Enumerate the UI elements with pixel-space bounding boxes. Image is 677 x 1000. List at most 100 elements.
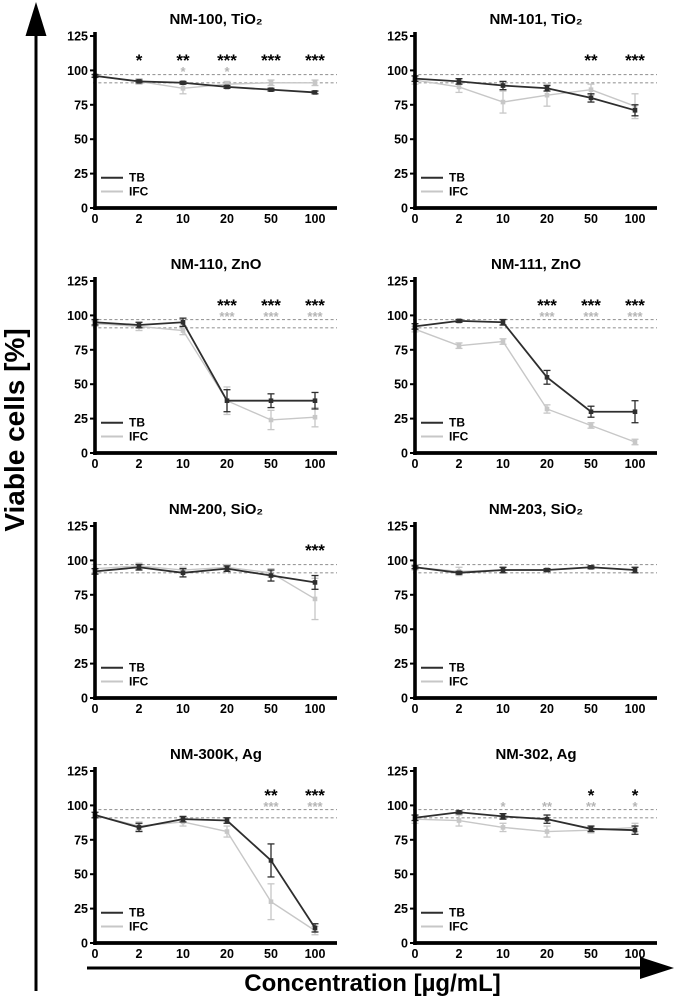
significance-stars-tb: ** (584, 51, 598, 70)
x-tick-label: 100 (305, 212, 326, 226)
data-point-marker (632, 409, 638, 415)
significance-stars-ifc: * (180, 64, 186, 79)
significance-stars-ifc: * (224, 64, 230, 79)
data-point-marker (632, 108, 638, 113)
x-tick-label: 20 (540, 947, 554, 961)
significance-stars-tb: * (588, 786, 595, 805)
x-tick-label: 100 (625, 947, 646, 961)
x-tick-label: 20 (220, 947, 234, 961)
y-tick-label: 50 (394, 133, 408, 147)
significance-stars-ifc: *** (627, 309, 643, 324)
chart-title: NM-200, SiO₂ (169, 501, 263, 518)
series-line-tb (94, 566, 316, 584)
data-point-marker (312, 925, 318, 931)
data-point-marker (268, 573, 274, 578)
significance-stars-ifc: *** (219, 309, 235, 324)
x-tick-label: 100 (305, 947, 326, 961)
y-tick-label: 75 (74, 343, 88, 357)
x-tick-label: 20 (540, 702, 554, 716)
x-tick-label: 0 (92, 212, 99, 226)
data-point-marker (632, 439, 638, 445)
x-tick-label: 0 (412, 947, 419, 961)
data-point-marker (268, 417, 274, 423)
significance-stars-tb: ** (176, 51, 190, 70)
x-tick-label: 10 (496, 947, 510, 961)
x-tick-label: 20 (540, 457, 554, 471)
x-tick-label: 10 (496, 457, 510, 471)
legend-label-ifc: IFC (449, 184, 469, 198)
legend-label-tb: TB (449, 171, 465, 185)
legend-label-tb: TB (129, 171, 145, 185)
series-line-tb (414, 320, 635, 413)
y-tick-label: 0 (401, 447, 408, 461)
x-tick-label: 0 (412, 212, 419, 226)
x-tick-label: 10 (496, 702, 510, 716)
data-point-marker (224, 818, 230, 823)
significance-stars-tb: *** (625, 51, 645, 70)
x-tick-label: 20 (220, 212, 234, 226)
data-point-marker (312, 90, 318, 95)
x-tick-label: 10 (176, 702, 190, 716)
legend-label-tb: TB (129, 416, 145, 430)
x-tick-label: 20 (220, 457, 234, 471)
data-point-marker (268, 87, 274, 92)
chart-panel-svg: 0 25 50 75 100 125 0 2 10 20 50 100 NM-200, SiO₂ *** T… (67, 501, 337, 716)
data-point-marker (268, 80, 274, 86)
significance-stars-tb: *** (305, 786, 325, 805)
data-point-marker (632, 827, 638, 833)
x-tick-label: 2 (456, 212, 463, 226)
data-point-marker (136, 322, 142, 328)
data-point-marker (588, 409, 594, 415)
x-tick-label: 0 (412, 702, 419, 716)
series-line-tb (94, 321, 315, 402)
y-tick-label: 50 (74, 623, 88, 637)
legend-label-tb: TB (129, 906, 145, 920)
x-tick-label: 20 (220, 702, 234, 716)
chart-cell: 0 25 50 75 100 125 0 2 10 20 50 100 NM-200, SiO₂ *** T… (47, 496, 343, 731)
significance-stars-tb: * (136, 51, 143, 70)
y-tick-label: 50 (74, 868, 88, 882)
data-point-marker (500, 825, 506, 830)
significance-stars-tb: ** (264, 786, 278, 805)
series-line-tb (414, 77, 636, 112)
x-tick-label: 10 (176, 457, 190, 471)
y-tick-label: 0 (401, 692, 408, 706)
x-tick-label: 0 (92, 457, 99, 471)
chart-title: NM-302, Ag (495, 746, 576, 763)
data-point-marker (224, 829, 230, 834)
significance-stars-ifc: * (500, 799, 506, 814)
data-point-marker (500, 339, 506, 344)
y-tick-label: 0 (81, 937, 88, 951)
data-point-marker (268, 899, 274, 905)
data-point-marker (180, 816, 186, 822)
chart-panel-svg: 0 25 50 75 100 125 0 2 10 20 50 100 NM-203, SiO₂ TBIF… (387, 501, 657, 716)
y-tick-label: 75 (394, 343, 408, 357)
legend-label-ifc: IFC (129, 919, 149, 933)
chart-cell: 0 25 50 75 100 125 0 2 10 20 50 100 NM-302, Ag * * * ** *… (367, 741, 663, 976)
y-tick-label: 0 (401, 937, 408, 951)
chart-cell: 0 25 50 75 100 125 0 2 10 20 50 100 NM-110, ZnO *** **… (47, 251, 343, 486)
data-point-marker (544, 85, 550, 91)
data-point-marker (224, 81, 230, 87)
data-point-marker (456, 570, 462, 576)
data-point-marker (180, 80, 186, 86)
significance-stars-ifc: ** (542, 799, 553, 814)
data-point-marker (224, 398, 230, 404)
y-tick-label: 0 (81, 692, 88, 706)
y-tick-label: 100 (67, 554, 88, 568)
series-line-ifc (414, 328, 636, 443)
significance-stars-ifc: *** (307, 309, 323, 324)
significance-stars-tb: *** (217, 51, 237, 70)
significance-stars-tb: *** (581, 296, 601, 315)
x-tick-label: 100 (305, 457, 326, 471)
legend-label-ifc: IFC (449, 674, 469, 688)
x-tick-label: 50 (264, 457, 278, 471)
significance-stars-tb: *** (537, 296, 557, 315)
data-point-marker (456, 318, 462, 324)
data-point-marker (136, 825, 142, 830)
data-point-marker (588, 564, 594, 570)
significance-stars-tb: *** (261, 51, 281, 70)
